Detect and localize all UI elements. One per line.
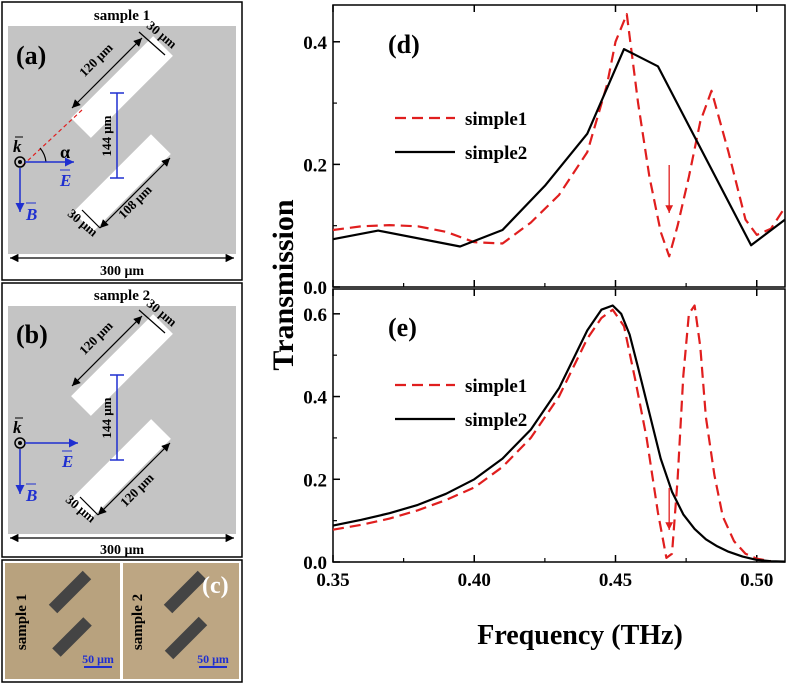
sample2-k-label: k: [13, 418, 22, 437]
chart-e-legend-simple2: simple2: [465, 410, 527, 431]
chart-e-ytick-label: 0.0: [303, 553, 327, 574]
sample1-scale: 300 μm: [100, 264, 144, 279]
chart-d-ytick-label: 0.2: [303, 155, 327, 176]
photo2-bottom-resonator: [164, 616, 208, 660]
photo-panel-label: (c): [202, 573, 229, 599]
panel-sample2: sample 2 (b) 120 μm 30 μm 144 μm 30 μm 1…: [1, 282, 243, 558]
y-axis-label: Transmission: [267, 199, 300, 370]
photo-divider: [120, 563, 123, 679]
sample1-dim-gap: 144 μm: [99, 115, 114, 156]
chart-d-ytick-label: 0.4: [303, 33, 327, 54]
chart-d-legend-simple2: simple2: [465, 143, 527, 164]
sample1-E-label: E: [59, 171, 71, 190]
sample1-alpha: α: [60, 142, 70, 162]
chart-e-panel-label: (e): [388, 313, 417, 342]
photo1-bottom-resonator: [52, 617, 92, 657]
chart-d-series-simple2: [332, 47, 786, 248]
sample1-panel-label: (a): [16, 41, 46, 70]
chart-e-xtick-label: 0.40: [458, 570, 491, 591]
sample1-title: sample 1: [94, 8, 150, 24]
photo-scalebar1-label: 50 μm: [82, 652, 114, 666]
chart-d-plot-frame: [332, 4, 786, 288]
chart-d-series-simple1: [332, 13, 786, 258]
panel-sample1: sample 1 (a) 120 μm 30 μm α 144 μm 30 μm…: [1, 1, 243, 281]
photo2-top-resonator: [163, 570, 207, 614]
photo-right: [123, 563, 239, 679]
sample2-dim-gap: 144 μm: [99, 397, 114, 438]
chart-e-xtick-label: 0.35: [316, 570, 349, 591]
sample2-B-label: B: [25, 486, 37, 505]
panel-photo: (c) sample 1 sample 2 50 μm 50 μm: [1, 559, 243, 683]
chart-e-xtick-label: 0.50: [740, 570, 773, 591]
chart-d: 0.0 0.2 0.4 (d) simple1 simple2: [303, 4, 786, 299]
chart-d-legend-simple1: simple1: [465, 109, 527, 130]
chart-e-ytick-label: 0.6: [303, 305, 327, 326]
chart-e-ytick-label: 0.2: [303, 470, 327, 491]
sample2-E-label: E: [61, 452, 73, 471]
photo-scalebar2-label: 50 μm: [197, 652, 229, 666]
photo-sample1-label: sample 1: [14, 594, 30, 650]
chart-e-legend-simple1: simple1: [465, 376, 527, 397]
sample2-title: sample 2: [94, 288, 150, 304]
chart-e: 0.0 0.2 0.4 0.6 0.35 0.40 0.45 0.50 (e) simple1 si…: [303, 288, 786, 591]
sample1-k-label: k: [13, 137, 22, 156]
x-axis-label: Frequency (THz): [477, 620, 683, 651]
photo-sample2-label: sample 2: [130, 594, 146, 650]
chart-e-series-simple1: [332, 304, 772, 563]
chart-e-plot-frame: [332, 288, 786, 563]
sample2-panel-label: (b): [16, 320, 48, 349]
sample2-scale: 300 μm: [100, 543, 144, 558]
sample1-B-label: B: [25, 205, 37, 224]
chart-e-xtick-label: 0.45: [599, 570, 632, 591]
chart-e-ytick-label: 0.4: [303, 388, 327, 409]
chart-d-ytick-label: 0.0: [303, 278, 327, 299]
chart-e-series-simple2: [332, 304, 786, 563]
photo1-top-resonator: [48, 570, 92, 614]
photo-left: [5, 563, 120, 679]
chart-d-panel-label: (d): [388, 30, 420, 59]
